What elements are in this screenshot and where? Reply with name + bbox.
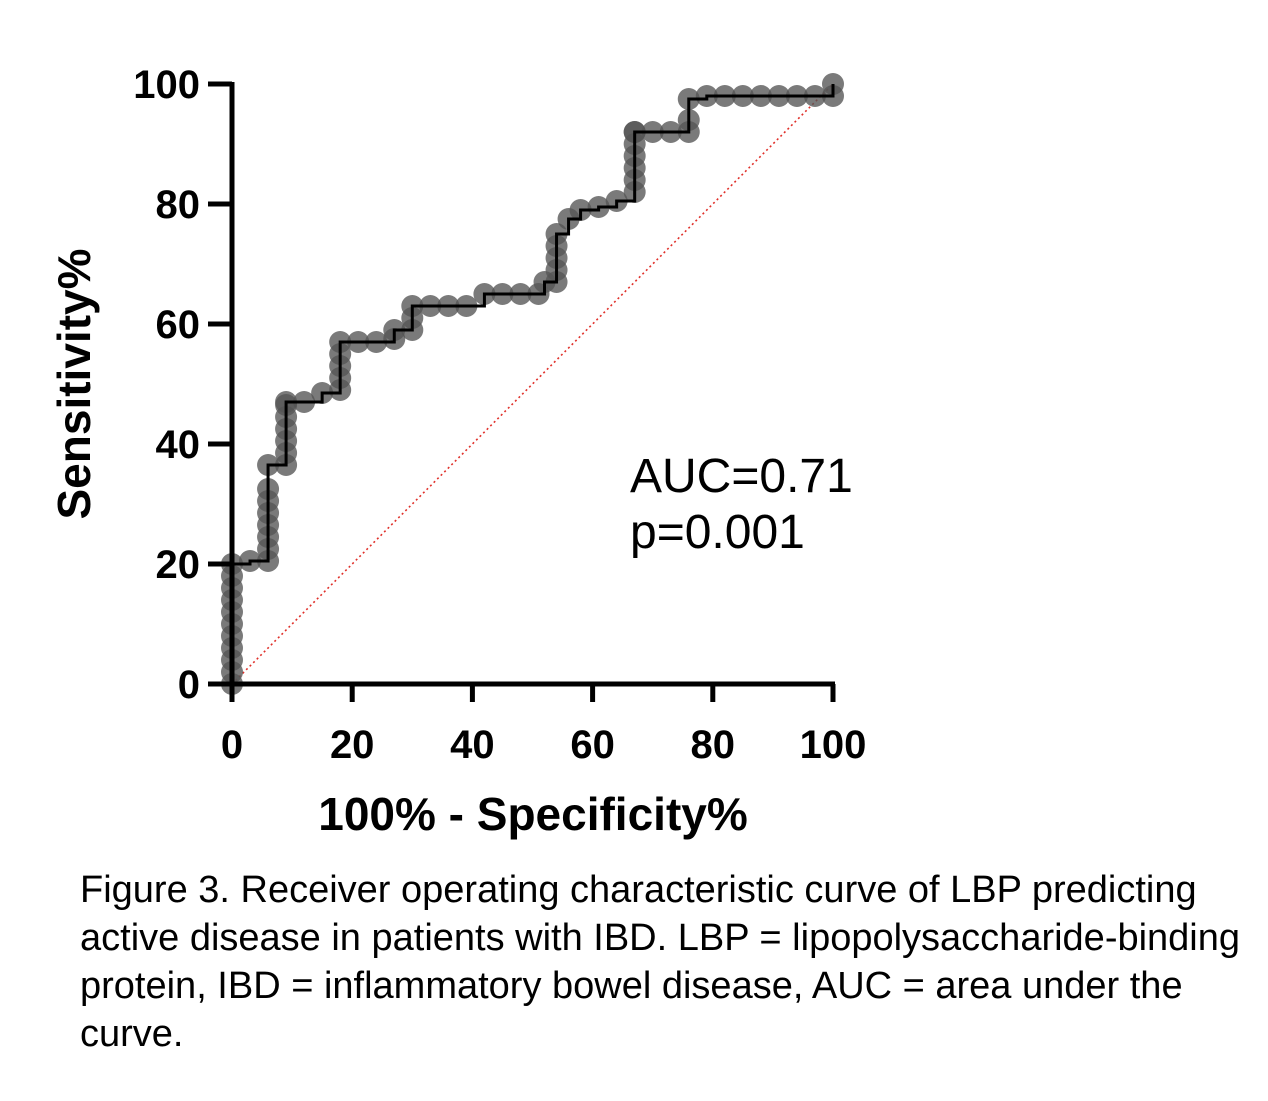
y-tick-label: 20 [156, 543, 201, 587]
y-tick-label: 0 [178, 663, 200, 707]
y-axis-title: Sensitivity% [48, 249, 100, 520]
x-axis-title: 100% - Specificity% [318, 788, 748, 840]
reference-line [231, 83, 834, 685]
y-tick-labels: 0 20 40 60 80 100 [133, 63, 200, 707]
y-tick-label: 60 [156, 303, 201, 347]
x-tick-label: 80 [691, 723, 736, 767]
roc-chart: 0 20 40 60 80 100 0 20 40 60 80 100 100% - Specifi… [48, 63, 867, 840]
p-value-annotation: p=0.001 [630, 506, 805, 559]
x-tick-label: 20 [330, 723, 375, 767]
y-tick-label: 40 [156, 423, 201, 467]
auc-annotation: AUC=0.71 [630, 450, 853, 503]
y-tick-label: 80 [156, 183, 201, 227]
figure-caption: Figure 3. Receiver operating characteris… [80, 869, 1241, 1055]
x-tick-label: 100 [800, 723, 867, 767]
axes-layer [208, 81, 836, 702]
x-tick-labels: 0 20 40 60 80 100 [221, 723, 867, 767]
roc-curve-layer [230, 84, 835, 684]
reference-line-layer [231, 83, 834, 685]
y-tick-label: 100 [133, 63, 200, 107]
roc-curve [230, 84, 835, 684]
x-tick-label: 40 [450, 723, 495, 767]
x-tick-label: 0 [221, 723, 243, 767]
x-tick-label: 60 [570, 723, 615, 767]
